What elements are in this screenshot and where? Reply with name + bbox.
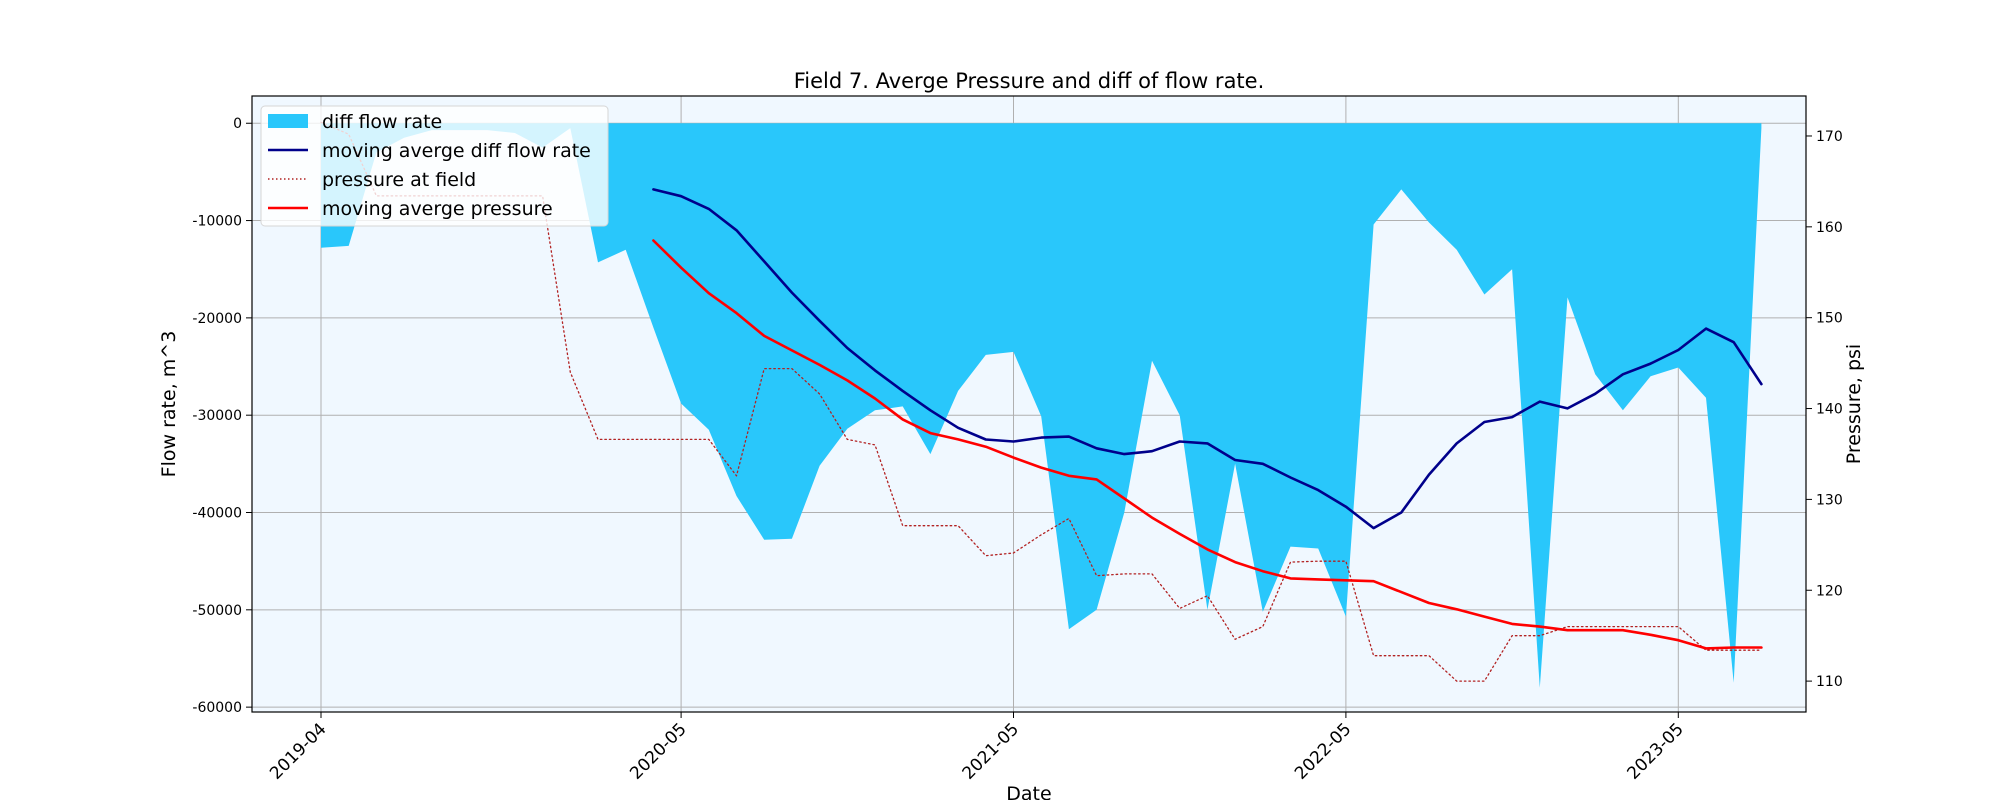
series-lines (320, 121, 1763, 682)
right-tick-label: 140 (1816, 402, 1843, 418)
x-axis-label: Date (1006, 783, 1051, 800)
legend-label-pressure-at-field: pressure at field (322, 169, 476, 191)
right-tick-label: 160 (1816, 220, 1843, 236)
left-tick-label: -30000 (192, 408, 242, 424)
moving-averge-diff-flow-rate-line (652, 188, 1763, 530)
x-tick-label: 2019-04 (266, 719, 330, 783)
left-y-axis: 0 -10000 -20000 -30000 -40000 -50000 -60000 (192, 116, 252, 716)
right-y-axis: 110 120 130 140 150 160 170 (1806, 129, 1843, 690)
right-y-axis-label: Pressure, psi (1843, 344, 1865, 464)
left-y-axis-label: Flow rate, m^3 (158, 331, 180, 478)
plot-frame (251, 95, 1807, 713)
x-tick-label: 2023-05 (1623, 719, 1687, 783)
x-tick-label: 2021-05 (959, 719, 1023, 783)
legend-label-moving-averge-pressure: moving averge pressure (322, 198, 553, 220)
legend-box (260, 105, 609, 227)
legend-label-diff-flow-rate: diff flow rate (322, 111, 442, 133)
right-tick-label: 150 (1816, 311, 1843, 327)
legend-swatch-diff-flow-rate (268, 114, 308, 128)
legend-label-moving-averge-diff-flow-rate: moving averge diff flow rate (322, 140, 591, 162)
right-tick-label: 120 (1816, 583, 1843, 599)
chart-title: Field 7. Averge Pressure and diff of flo… (794, 69, 1265, 93)
right-tick-label: 170 (1816, 129, 1843, 145)
diff-flow-rate-area (321, 123, 1762, 688)
x-tick-label: 2022-05 (1291, 719, 1355, 783)
left-tick-label: 0 (233, 116, 242, 132)
left-tick-label: -10000 (192, 214, 242, 230)
moving-averge-pressure-line (652, 239, 1763, 650)
legend: diff flow rate moving averge diff flow r… (260, 105, 609, 227)
x-tick-label: 2020-05 (626, 719, 690, 783)
left-tick-label: -50000 (192, 603, 242, 619)
right-tick-label: 130 (1816, 492, 1843, 508)
left-tick-label: -60000 (192, 700, 242, 716)
x-axis: 2019-04 2020-05 2021-05 2022-05 2023-05 (266, 712, 1688, 784)
left-tick-label: -20000 (192, 311, 242, 327)
right-tick-label: 110 (1816, 674, 1843, 690)
left-tick-label: -40000 (192, 506, 242, 522)
pressure-at-field-line (320, 121, 1763, 682)
diff-flow-rate-area (321, 123, 1762, 688)
